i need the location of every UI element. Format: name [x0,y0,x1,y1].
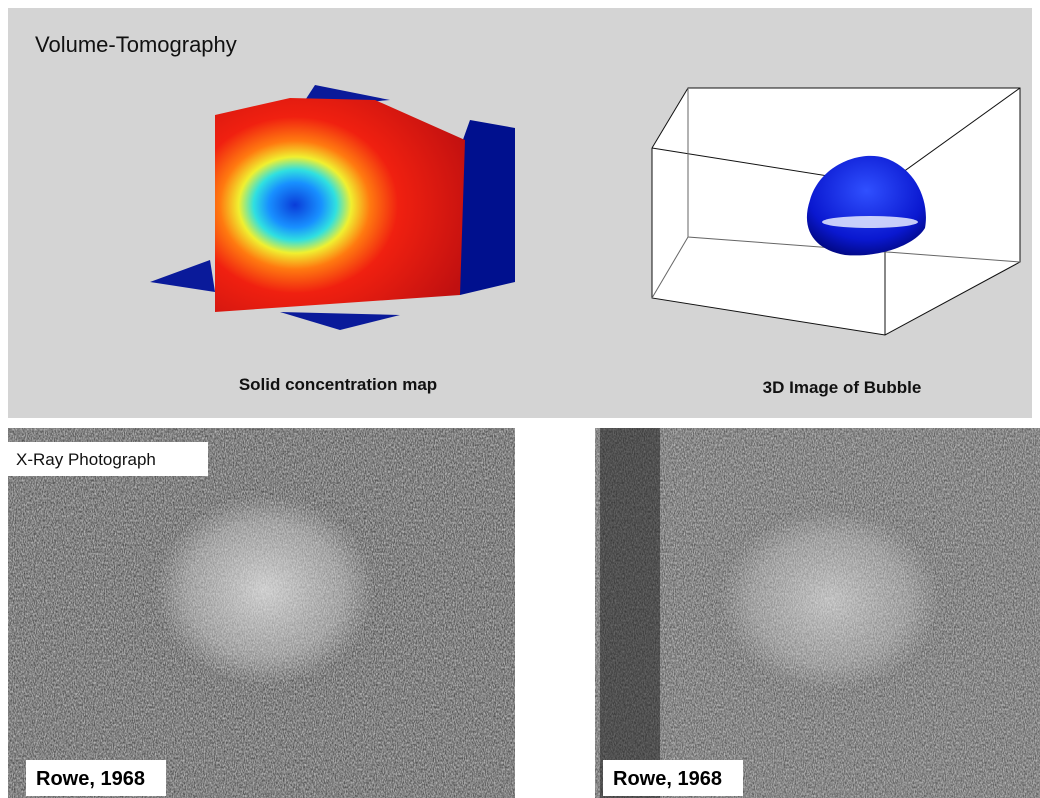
caption: Solid concentration map [239,375,437,394]
credit: Rowe, 1968 [36,768,145,790]
credit: Rowe, 1968 [613,768,722,790]
xray-right [595,428,1040,798]
cube-front [215,98,465,312]
figure: Volume-Tomography Solid concentration ma… [0,0,1040,798]
caption: 3D Image of Bubble [763,378,922,397]
panel-title: Volume-Tomography [35,32,237,57]
photo-label: X-Ray Photograph [16,450,156,469]
xray-left [8,428,515,798]
bubble-highlight [822,216,918,228]
cube-side [460,120,515,295]
page: Volume-Tomography Solid concentration ma… [0,0,1040,798]
